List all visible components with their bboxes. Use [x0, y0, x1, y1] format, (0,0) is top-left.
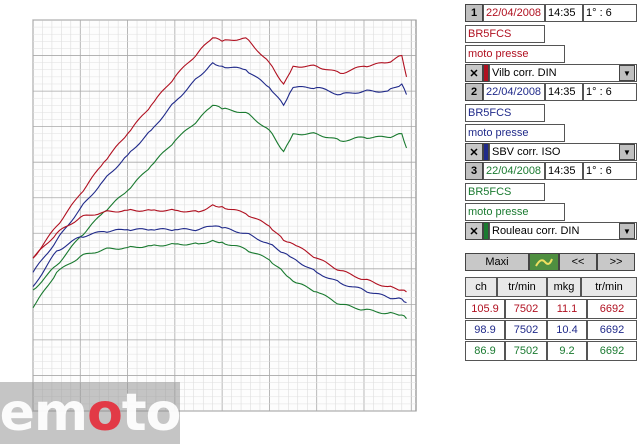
run-color-swatch	[483, 64, 489, 82]
table-cell: 6692	[587, 320, 637, 340]
run-time: 14:35	[545, 162, 583, 180]
run-ratio: 1° : 6	[583, 4, 637, 22]
run-date: 22/04/2008	[483, 4, 545, 22]
correction-dropdown-value: Vilb corr. DIN	[492, 67, 557, 79]
run-header-row: 2 22/04/2008 14:35 1° : 6	[465, 83, 637, 101]
run-correction-row: ✕ Vilb corr. DIN ▼	[465, 64, 637, 82]
table-cell: 10.4	[547, 320, 587, 340]
next-button[interactable]: >>	[597, 253, 635, 271]
run-panel: 1 22/04/2008 14:35 1° : 6 BR5FCS moto presse ✕…	[465, 4, 637, 361]
run-color-swatch	[483, 143, 489, 161]
run-time: 14:35	[545, 4, 583, 22]
run-header-row: 1 22/04/2008 14:35 1° : 6	[465, 4, 637, 22]
run-number[interactable]: 2	[465, 83, 483, 101]
table-cell: 7502	[505, 320, 547, 340]
table-cell: 105.9	[465, 299, 505, 319]
table-header-cell: tr/min	[581, 277, 637, 297]
run-ratio: 1° : 6	[583, 83, 637, 101]
run-number[interactable]: 1	[465, 4, 483, 22]
series-line-power-2	[32, 104, 408, 291]
table-cell: 86.9	[465, 341, 505, 361]
run-description: moto presse	[465, 124, 565, 142]
run-number[interactable]: 3	[465, 162, 483, 180]
run-header-row: 3 22/04/2008 14:35 1° : 6	[465, 162, 637, 180]
close-icon[interactable]: ✕	[465, 143, 483, 161]
run-time: 14:35	[545, 83, 583, 101]
previous-button[interactable]: <<	[559, 253, 597, 271]
run-description: moto presse	[465, 45, 565, 63]
table-header-cell: tr/min	[497, 277, 547, 297]
table-cell: 7502	[505, 299, 547, 319]
table-cell: 7502	[505, 341, 547, 361]
table-row: 98.9 7502 10.4 6692	[465, 320, 637, 340]
run-color-swatch	[483, 222, 489, 240]
correction-dropdown[interactable]: Rouleau corr. DIN ▼	[489, 222, 637, 240]
table-header-cell: mkg	[547, 277, 581, 297]
run-description: moto presse	[465, 203, 565, 221]
close-icon[interactable]: ✕	[465, 222, 483, 240]
table-cell: 6692	[587, 299, 637, 319]
chevron-down-icon[interactable]: ▼	[619, 65, 635, 81]
table-cell: 11.1	[547, 299, 587, 319]
correction-dropdown-value: SBV corr. ISO	[492, 146, 561, 158]
series-line-torque-3	[32, 204, 407, 293]
run-correction-row: ✕ SBV corr. ISO ▼	[465, 143, 637, 161]
series-line-torque-4	[32, 225, 407, 304]
run-name-row: BR5FCS	[465, 183, 545, 201]
correction-dropdown[interactable]: SBV corr. ISO ▼	[489, 143, 637, 161]
run-date: 22/04/2008	[483, 83, 545, 101]
run-desc-row: moto presse	[465, 45, 565, 63]
run-name: BR5FCS	[465, 183, 545, 201]
correction-dropdown[interactable]: Vilb corr. DIN ▼	[489, 64, 637, 82]
close-icon[interactable]: ✕	[465, 64, 483, 82]
plot-area	[32, 19, 417, 412]
run-ratio: 1° : 6	[583, 162, 637, 180]
table-cell: 98.9	[465, 320, 505, 340]
run-name-row: BR5FCS	[465, 104, 545, 122]
run-correction-row: ✕ Rouleau corr. DIN ▼	[465, 222, 637, 240]
series-line-power-1	[32, 61, 408, 273]
table-row: 105.9 7502 11.1 6692	[465, 299, 637, 319]
chevron-down-icon[interactable]: ▼	[619, 144, 635, 160]
table-cell: 9.2	[547, 341, 587, 361]
run-name: BR5FCS	[465, 25, 545, 43]
run-name-row: BR5FCS	[465, 25, 545, 43]
table-header-row: ch tr/min mkg tr/min	[465, 277, 637, 297]
series-line-power-0	[32, 37, 408, 259]
emoto-watermark-logo: em o to	[0, 382, 181, 444]
run-desc-row: moto presse	[465, 124, 565, 142]
button-row: Maxi << >>	[465, 253, 637, 271]
series-line-torque-5	[32, 239, 407, 319]
run-name: BR5FCS	[465, 104, 545, 122]
dyno-chart	[32, 19, 417, 412]
table-row: 86.9 7502 9.2 6692	[465, 341, 637, 361]
run-date: 22/04/2008	[483, 162, 545, 180]
curve-view-icon[interactable]	[529, 253, 559, 271]
chevron-down-icon[interactable]: ▼	[619, 223, 635, 239]
table-cell: 6692	[587, 341, 637, 361]
correction-dropdown-value: Rouleau corr. DIN	[492, 225, 580, 237]
maxi-button[interactable]: Maxi	[465, 253, 529, 271]
run-desc-row: moto presse	[465, 203, 565, 221]
table-header-cell: ch	[465, 277, 497, 297]
